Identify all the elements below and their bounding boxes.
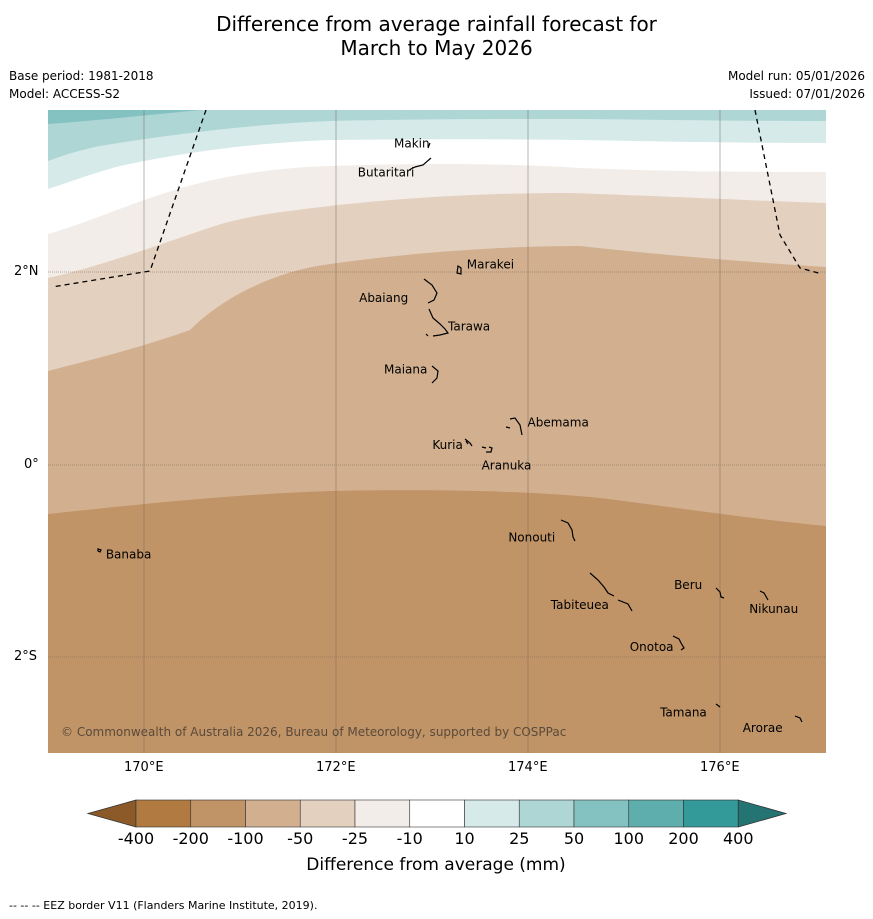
model-name: Model: ACCESS-S2	[9, 87, 121, 101]
island-label-tabiteuea: Tabiteuea	[550, 598, 609, 612]
title-line-2: March to May 2026	[340, 36, 533, 60]
rainfall-bands	[48, 110, 826, 753]
island-label-marakei: Marakei	[467, 258, 514, 272]
island-label-kuria: Kuria	[432, 438, 463, 452]
island-nonouti-outline	[560, 519, 576, 542]
island-label-butaritari: Butaritari	[358, 166, 415, 180]
colorbar-swatch-3	[299, 799, 356, 828]
island-onotoa-outline	[672, 635, 685, 651]
title-line-1: Difference from average rainfall forecas…	[216, 12, 657, 36]
colorbar-swatch-2	[245, 799, 301, 828]
island-label-nonouti: Nonouti	[508, 531, 555, 545]
meta-right: Model run: 05/01/2026 Issued: 07/01/2026	[728, 67, 865, 103]
colorbar-extend-low	[86, 799, 137, 828]
colorbar-tick-9: 100	[613, 829, 644, 848]
colorbar-swatch-8	[573, 799, 630, 828]
eez-border	[51, 110, 823, 288]
colorbar-tick-2: -100	[227, 829, 263, 848]
island-marakei-outline	[456, 264, 462, 275]
island-tamana-outline	[715, 703, 721, 708]
lon-label-170: 170°E	[124, 760, 164, 775]
island-label-makin: Makin	[394, 137, 430, 151]
colorbar-swatch-9	[628, 799, 684, 828]
island-label-arorae: Arorae	[743, 721, 783, 735]
issued-date: Issued: 07/01/2026	[749, 87, 865, 101]
colorbar-swatch-1	[190, 799, 246, 828]
lat-label-2s: 2°S	[14, 649, 38, 664]
colorbar: -400 -200 -100 -50 -25 -10 10 25 50 100 200 400 Dif…	[86, 799, 788, 875]
colorbar-tick-5: -10	[397, 829, 423, 848]
lon-label-172: 172°E	[316, 760, 356, 775]
island-beru-outline	[715, 587, 725, 599]
island-maiana-outline	[431, 365, 439, 384]
island-label-onotoa: Onotoa	[630, 640, 674, 654]
island-label-aranuka: Aranuka	[482, 459, 532, 473]
colorbar-extend-high	[737, 799, 788, 828]
colorbar-swatch-5	[409, 799, 465, 828]
island-label-banaba: Banaba	[106, 548, 152, 562]
colorbar-tick-1: -200	[173, 829, 209, 848]
colorbar-label: Difference from average (mm)	[306, 855, 565, 875]
island-arorae-outline	[794, 715, 803, 723]
lat-label-0: 0°	[24, 457, 39, 472]
base-period: Base period: 1981-2018	[9, 69, 154, 83]
island-kuria-outline	[464, 438, 473, 447]
island-label-tarawa: Tarawa	[447, 319, 490, 333]
band-25-to-50	[48, 110, 826, 161]
island-label-abaiang: Abaiang	[359, 291, 408, 305]
island-labels: Makin Butaritari Marakei Abaiang Tarawa Maian…	[106, 137, 798, 735]
colorbar-tick-11: 400	[723, 829, 754, 848]
island-label-abemama: Abemama	[528, 416, 589, 430]
island-outlines	[97, 142, 803, 723]
colorbar-swatch-0	[135, 799, 192, 828]
lon-label-176: 176°E	[700, 760, 740, 775]
colorbar-tick-3: -50	[287, 829, 313, 848]
colorbar-tick-6: 10	[454, 829, 474, 848]
island-abemama-outline	[505, 417, 523, 436]
island-banaba-outline	[97, 548, 102, 553]
lon-label-174: 174°E	[508, 760, 548, 775]
colorbar-tick-labels: -400 -200 -100 -50 -25 -10 10 25 50 100 200 400	[118, 829, 754, 848]
colorbar-swatch-4	[354, 799, 411, 828]
colorbar-tick-4: -25	[342, 829, 368, 848]
lat-label-2n: 2°N	[14, 264, 39, 279]
model-run: Model run: 05/01/2026	[727, 69, 865, 83]
island-label-nikunau: Nikunau	[749, 602, 798, 616]
colorbar-tick-8: 50	[564, 829, 584, 848]
graticule	[48, 110, 826, 753]
island-butaritari-outline	[408, 157, 432, 171]
island-aranuka-outline	[481, 446, 493, 453]
eez-border-west	[51, 110, 207, 288]
colorbar-tick-0: -400	[118, 829, 154, 848]
island-label-maiana: Maiana	[384, 363, 427, 377]
island-label-tamana: Tamana	[659, 706, 707, 720]
meta-left: Base period: 1981-2018 Model: ACCESS-S2	[9, 67, 154, 103]
map-title: Difference from average rainfall forecas…	[0, 12, 873, 60]
copyright-notice: © Commonwealth of Australia 2026, Bureau…	[61, 725, 566, 739]
island-tabiteuea-outline	[589, 572, 633, 612]
band-50-to-100	[48, 110, 200, 124]
colorbar-swatch-10	[683, 799, 739, 828]
colorbar-swatch-6	[464, 799, 520, 828]
island-makin-outline	[427, 142, 431, 149]
island-abaiang-outline	[423, 278, 438, 304]
island-nikunau-outline	[759, 590, 769, 601]
colorbar-swatch-7	[518, 799, 575, 828]
eez-legend-note: -- -- -- EEZ border V11 (Flanders Marine…	[9, 899, 318, 912]
colorbar-swatches	[86, 799, 788, 828]
island-label-beru: Beru	[674, 578, 702, 592]
colorbar-tick-7: 25	[509, 829, 529, 848]
colorbar-tick-10: 200	[668, 829, 699, 848]
eez-border-east	[754, 110, 823, 275]
island-tarawa-outline	[425, 308, 450, 337]
band-10-to-25	[48, 110, 826, 189]
